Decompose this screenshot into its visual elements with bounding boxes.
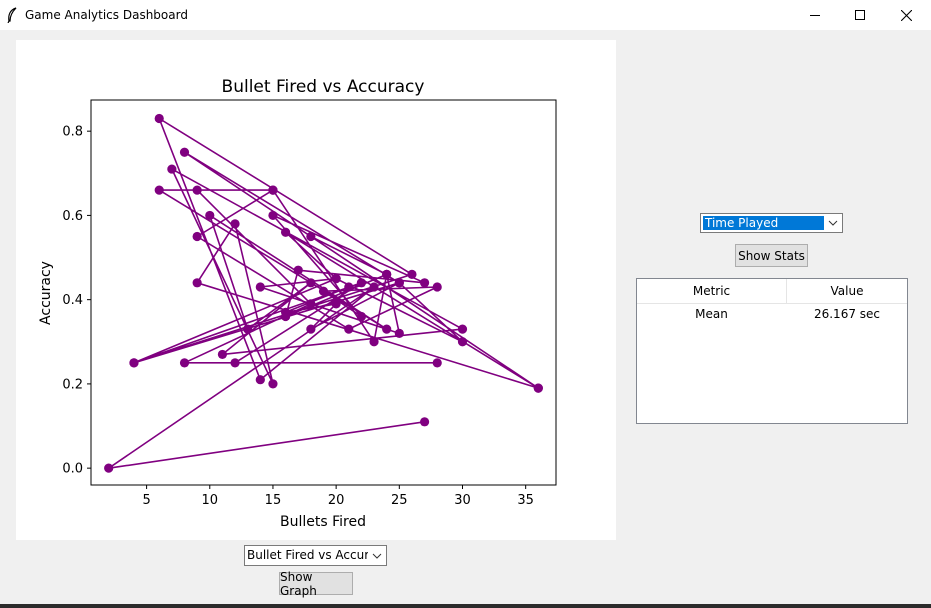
chart: Bullet Fired vs Accuracy Bullets Fired A…: [38, 77, 557, 530]
data-point: [356, 278, 367, 288]
y-axis-label: Accuracy: [38, 261, 54, 325]
minimize-button[interactable]: [792, 0, 838, 30]
data-point: [369, 282, 379, 292]
data-point: [432, 358, 442, 368]
data-point: [280, 227, 291, 237]
data-point: [179, 147, 190, 157]
graph-type-value: Bullet Fired vs Accuracy: [247, 548, 368, 562]
data-point: [129, 358, 139, 368]
data-point: [419, 417, 430, 427]
y-tick-label: 0.2: [62, 377, 83, 392]
column-header-metric[interactable]: Metric: [692, 284, 731, 298]
data-point: [394, 328, 404, 338]
x-tick-label: 5: [142, 493, 150, 508]
data-point: [533, 383, 543, 393]
data-point: [382, 324, 392, 334]
maximize-icon: [855, 10, 865, 20]
data-point: [306, 324, 316, 334]
data-point: [394, 278, 404, 288]
data-point: [167, 164, 177, 174]
show-stats-button[interactable]: Show Stats: [735, 244, 808, 267]
data-point: [268, 185, 278, 195]
plot-canvas: Bullet Fired vs Accuracy Bullets Fired A…: [16, 40, 616, 540]
stats-metric-select[interactable]: Time Played: [700, 213, 843, 233]
data-point: [306, 278, 316, 288]
data-point: [457, 324, 468, 334]
data-point: [268, 379, 278, 389]
table-header: Metric Value: [637, 279, 907, 304]
data-point: [344, 324, 354, 334]
data-point: [306, 299, 316, 309]
data-point: [205, 210, 215, 221]
x-tick-label: 20: [328, 493, 345, 508]
y-tick-label: 0.8: [62, 125, 83, 140]
minimize-icon: [810, 15, 820, 16]
window-title: Game Analytics Dashboard: [25, 8, 188, 22]
data-point: [331, 273, 341, 284]
data-point: [192, 231, 202, 242]
close-button[interactable]: [883, 0, 929, 30]
data-point: [192, 278, 202, 288]
y-tick-label: 0.4: [62, 293, 83, 308]
data-point: [432, 282, 442, 292]
x-tick-label: 15: [265, 493, 282, 508]
data-point: [369, 337, 379, 347]
feather-icon: [7, 7, 17, 23]
y-tick-label: 0.6: [62, 209, 83, 224]
data-point: [104, 463, 114, 473]
data-point: [230, 358, 240, 368]
data-point: [255, 375, 265, 385]
show-graph-button[interactable]: Show Graph: [279, 570, 353, 598]
data-point: [407, 269, 417, 279]
chevron-down-icon: [824, 214, 842, 232]
data-point: [268, 210, 278, 221]
data-point: [306, 231, 316, 242]
data-point: [230, 219, 240, 229]
table-cell-metric[interactable]: Mean: [695, 307, 728, 321]
graph-type-select[interactable]: Bullet Fired vs Accuracy: [244, 545, 387, 566]
plot-frame: [90, 99, 557, 486]
data-point: [293, 265, 303, 275]
x-tick-label: 25: [391, 493, 408, 508]
data-point: [331, 299, 341, 309]
column-divider[interactable]: [786, 279, 787, 303]
stats-table[interactable]: Metric Value Mean 26.167 sec: [636, 278, 908, 424]
data-point: [356, 311, 367, 322]
data-point: [457, 337, 468, 347]
data-point: [217, 349, 228, 360]
x-tick-label: 35: [517, 493, 534, 508]
data-point: [243, 324, 253, 334]
data-point: [318, 286, 329, 296]
stats-metric-value: Time Played: [703, 216, 824, 230]
close-icon: [900, 9, 912, 21]
data-point: [382, 269, 392, 279]
data-point: [179, 358, 190, 368]
title-bar: Game Analytics Dashboard: [0, 0, 931, 30]
data-point: [255, 282, 265, 292]
data-point: [280, 307, 291, 317]
data-point: [344, 282, 354, 292]
x-axis-label: Bullets Fired: [280, 514, 366, 530]
maximize-button[interactable]: [837, 0, 883, 30]
chevron-down-icon: [368, 546, 386, 565]
y-tick-label: 0.0: [62, 462, 83, 477]
taskbar-edge: [0, 604, 931, 608]
x-tick-label: 30: [454, 493, 471, 508]
column-header-value[interactable]: Value: [830, 284, 864, 298]
data-point: [192, 185, 202, 195]
data-point: [154, 113, 164, 124]
table-cell-value[interactable]: 26.167 sec: [813, 307, 881, 321]
x-tick-label: 10: [202, 493, 219, 508]
chart-title: Bullet Fired vs Accuracy: [222, 77, 425, 97]
data-point: [154, 185, 164, 195]
data-point: [419, 278, 430, 288]
